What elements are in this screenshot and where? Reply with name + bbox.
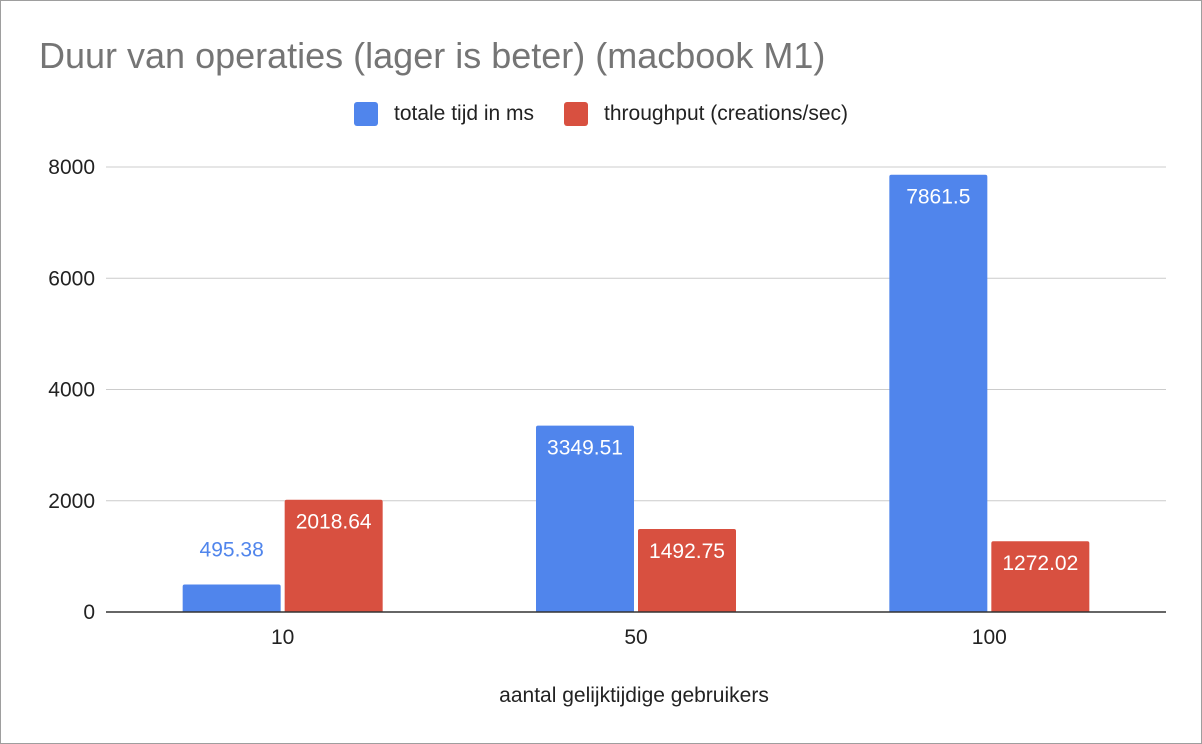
y-tick-label: 4000	[48, 379, 95, 402]
y-tick-label: 0	[83, 601, 95, 624]
bar-series-2-10	[284, 499, 383, 612]
x-tick-label: 100	[972, 626, 1007, 649]
data-label-series-2-50: 1492.75	[649, 540, 725, 563]
legend-swatch-series-1	[353, 102, 378, 126]
bar-series-2-50	[638, 528, 736, 612]
data-label-series-1-100: 7861.5	[906, 186, 970, 209]
y-tick-label: 2000	[48, 490, 95, 513]
x-tick-label: 10	[271, 626, 294, 649]
legend-label-series-2: throughput (creations/sec)	[604, 102, 849, 125]
y-tick-label: 8000	[48, 156, 95, 179]
chart-title: Duur van operaties (lager is beter) (mac…	[39, 35, 826, 76]
legend-label-series-1: totale tijd in ms	[393, 102, 535, 125]
chart-legend: totale tijd in ms throughput (creations/…	[1, 102, 1201, 126]
x-tick-label: 50	[624, 626, 647, 649]
data-label-series-1-10: 495.38	[200, 538, 264, 561]
bar-series-1-100	[889, 174, 988, 613]
x-axis-title: aantal gelijktijdige gebruikers	[499, 684, 769, 707]
data-label-series-2-10: 2018.64	[296, 511, 372, 534]
legend-swatch-series-2	[564, 102, 589, 126]
legend-item-series-2: throughput (creations/sec)	[564, 102, 848, 126]
data-label-series-1-50: 3349.51	[547, 437, 623, 460]
bar-series-1-10	[182, 584, 281, 612]
data-label-series-2-100: 1272.02	[1002, 552, 1078, 575]
legend-item-series-1: totale tijd in ms	[353, 102, 535, 126]
bar-series-2-100	[991, 541, 1090, 612]
y-tick-label: 6000	[48, 267, 95, 290]
bar-series-1-50	[536, 425, 634, 612]
